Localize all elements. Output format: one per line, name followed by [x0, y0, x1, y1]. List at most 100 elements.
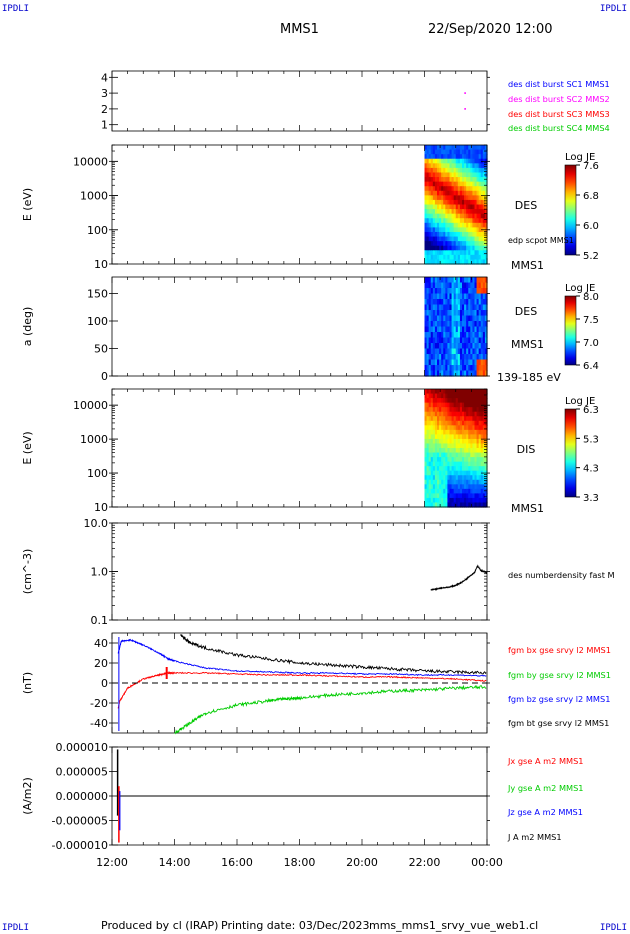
heatmap-cell	[443, 177, 446, 183]
heatmap-cell	[434, 293, 438, 300]
heatmap-cell	[457, 393, 461, 399]
heatmap-cell	[451, 337, 455, 344]
heatmap-cell	[426, 497, 430, 504]
heatmap-cell	[472, 332, 476, 339]
heatmap-cell	[470, 337, 474, 344]
heatmap-cell	[437, 209, 440, 215]
heatmap-cell	[462, 365, 465, 372]
heatmap-cell	[455, 448, 459, 454]
heatmap-cell	[464, 429, 467, 435]
panel-frame	[111, 632, 488, 734]
heatmap-cell	[432, 213, 436, 219]
heatmap-cell	[428, 245, 432, 251]
heatmap-cell	[447, 484, 451, 490]
heatmap-cell	[441, 365, 444, 372]
heatmap-cell	[434, 343, 438, 350]
heatmap-cell	[443, 457, 446, 463]
heatmap-cell	[480, 389, 484, 395]
heatmap-cell	[482, 348, 486, 355]
heatmap-cell	[437, 389, 440, 395]
heatmap-cell	[439, 488, 442, 494]
heatmap-cell	[482, 461, 486, 467]
heatmap-cell	[428, 407, 432, 413]
colorbar-title: Log JE	[565, 396, 595, 407]
heatmap-cell	[426, 407, 430, 413]
heatmap-cell	[447, 299, 451, 306]
heatmap-cell	[455, 186, 459, 192]
heatmap-cell	[466, 209, 469, 215]
heatmap-cell	[453, 343, 457, 350]
heatmap-cell	[439, 158, 442, 164]
heatmap-cell	[457, 411, 461, 417]
heatmap-cell	[428, 343, 432, 350]
heatmap-cell	[470, 365, 474, 372]
y-axis-label-des-energy: E (eV)	[21, 188, 34, 221]
heatmap-cell	[464, 497, 467, 504]
heatmap-cell	[478, 158, 482, 164]
heatmap-cell	[468, 222, 471, 228]
heatmap-cell	[424, 425, 428, 431]
heatmap-cell	[476, 172, 480, 178]
heatmap-cell	[474, 457, 478, 463]
heatmap-cell	[449, 195, 453, 201]
heatmap-cell	[430, 304, 434, 311]
heatmap-cell	[441, 359, 444, 366]
heatmap-cell	[476, 332, 480, 339]
heatmap-cell	[428, 293, 432, 300]
heatmap-cell	[482, 502, 486, 508]
heatmap-cell	[464, 502, 467, 508]
heatmap-cell	[478, 484, 482, 490]
heatmap-cell	[476, 354, 480, 361]
heatmap-cell	[484, 393, 488, 399]
heatmap-cell	[476, 259, 480, 265]
heatmap-cell	[472, 420, 476, 426]
heatmap-cell	[424, 172, 428, 178]
heatmap-cell	[424, 277, 428, 284]
heatmap-cell	[468, 277, 471, 284]
heatmap-cell	[474, 231, 478, 238]
heatmap-cell	[426, 457, 430, 463]
heatmap-cell	[443, 425, 446, 431]
heatmap-cell	[476, 167, 480, 174]
heatmap-cell	[464, 304, 467, 311]
heatmap-cell	[437, 167, 440, 174]
heatmap-cell	[480, 434, 484, 440]
heatmap-cell	[428, 393, 432, 399]
heatmap-cell	[445, 434, 449, 440]
x-tick-label: 22:00	[409, 856, 441, 869]
heatmap-cell	[424, 218, 428, 224]
heatmap-cell	[441, 354, 444, 361]
heatmap-cell	[466, 172, 469, 178]
heatmap-cell	[424, 411, 428, 417]
heatmap-cell	[432, 365, 436, 372]
heatmap-cell	[470, 466, 474, 472]
heatmap-cell	[459, 365, 463, 372]
heatmap-cell	[432, 470, 436, 476]
heatmap-cell	[445, 402, 449, 408]
heatmap-cell	[437, 163, 440, 169]
heatmap-cell	[462, 393, 465, 399]
heatmap-cell	[434, 299, 438, 306]
heatmap-cell	[449, 321, 453, 328]
heatmap-cell	[478, 425, 482, 431]
heatmap-cell	[478, 343, 482, 350]
heatmap-cell	[464, 393, 467, 399]
heatmap-cell	[459, 231, 463, 238]
heatmap-cell	[432, 209, 436, 215]
heatmap-cell	[428, 448, 432, 454]
heatmap-cell	[443, 158, 446, 164]
heatmap-cell	[457, 282, 461, 289]
heatmap-cell	[484, 254, 488, 261]
heatmap-cell	[464, 199, 467, 206]
heatmap-cell	[453, 332, 457, 339]
heatmap-cell	[447, 365, 451, 372]
heatmap-cell	[472, 434, 476, 440]
heatmap-cell	[426, 250, 430, 256]
footer-produced: Produced by cl (IRAP)	[101, 919, 219, 932]
heatmap-cell	[443, 282, 446, 289]
heatmap-cell	[455, 434, 459, 440]
heatmap-cell	[453, 493, 457, 499]
heatmap-cell	[445, 154, 449, 160]
heatmap-cell	[426, 443, 430, 449]
heatmap-cell	[484, 443, 488, 449]
